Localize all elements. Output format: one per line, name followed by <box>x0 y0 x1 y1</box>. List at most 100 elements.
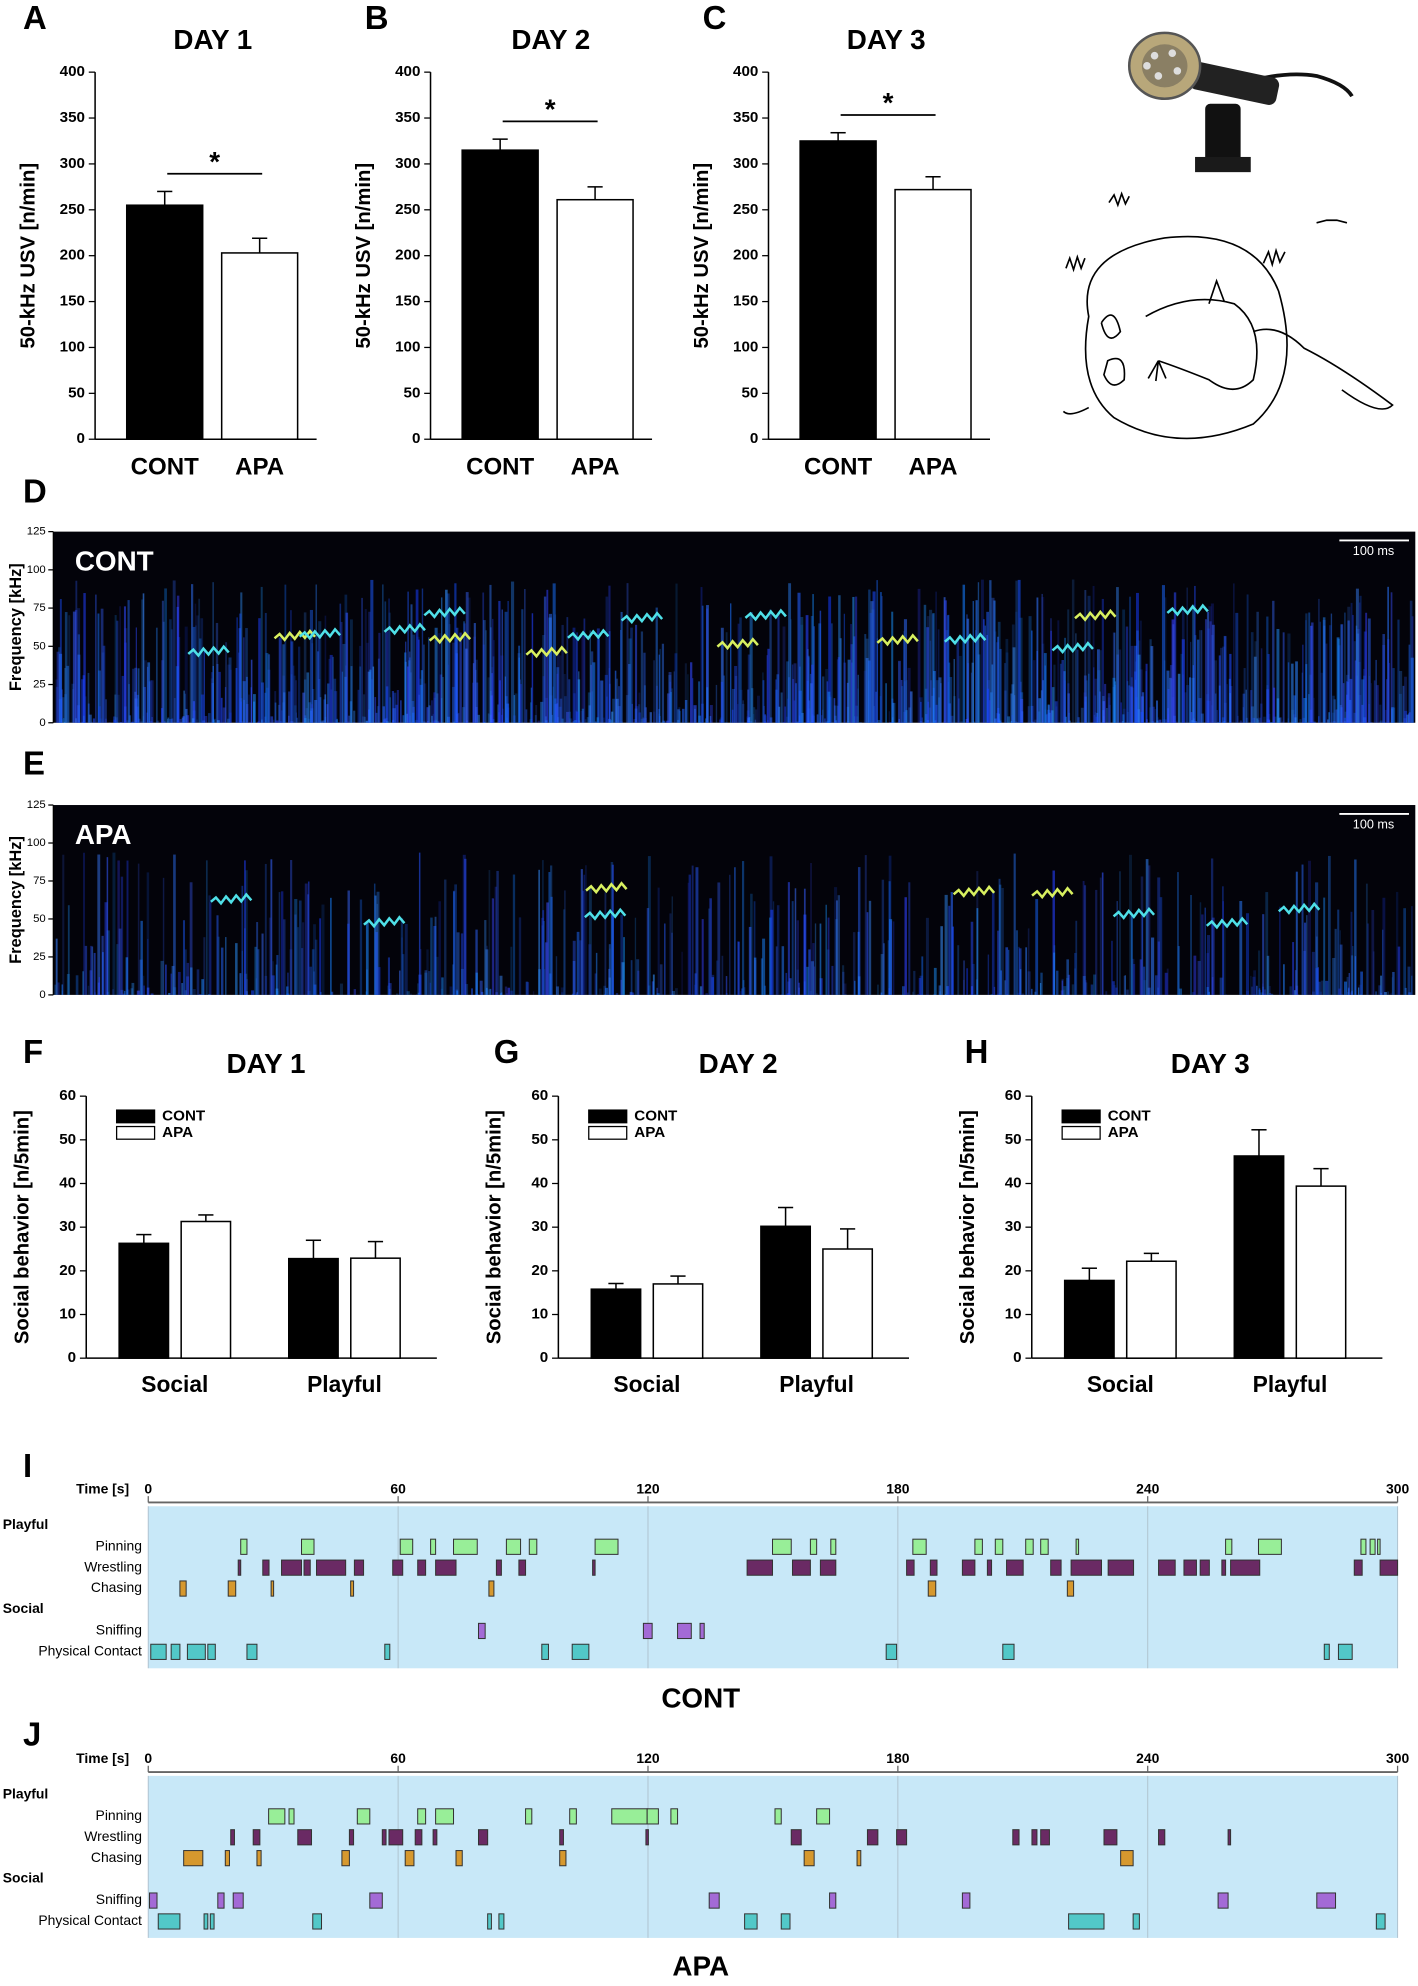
noise <box>1265 892 1269 995</box>
noise <box>558 706 562 723</box>
noise <box>812 943 815 995</box>
noise <box>661 643 665 723</box>
noise <box>747 654 751 723</box>
noise <box>1256 985 1258 995</box>
noise <box>901 686 904 723</box>
noise <box>1293 695 1297 723</box>
noise <box>1032 660 1036 723</box>
noise <box>280 721 282 723</box>
x-tick-label: APA <box>235 454 284 481</box>
y-axis-label: Social behavior [n/5min] <box>11 1110 33 1344</box>
noise <box>857 867 861 995</box>
noise <box>1229 693 1231 723</box>
behavior-event <box>1225 1538 1233 1555</box>
noise <box>807 655 810 723</box>
noise <box>572 961 576 995</box>
noise <box>559 698 563 723</box>
noise <box>167 718 169 723</box>
noise <box>147 662 151 723</box>
noise <box>97 982 100 995</box>
noise <box>123 606 126 723</box>
noise <box>288 691 291 723</box>
noise <box>83 593 86 723</box>
noise <box>643 652 646 723</box>
significance-label: * <box>883 87 894 118</box>
noise <box>1193 955 1197 995</box>
noise <box>151 717 154 723</box>
noise <box>498 680 501 723</box>
noise <box>485 949 489 995</box>
noise <box>324 615 327 723</box>
noise <box>1350 911 1353 995</box>
noise <box>671 896 673 995</box>
noise <box>794 683 797 723</box>
bar <box>125 204 204 440</box>
noise <box>475 659 478 723</box>
noise <box>304 715 307 723</box>
y-tick-label: 50 <box>741 384 758 401</box>
behavior-event <box>771 1538 792 1555</box>
noise <box>1301 672 1304 723</box>
noise <box>825 720 829 723</box>
noise <box>475 972 478 995</box>
behavior-event <box>803 1850 815 1867</box>
behavior-event <box>268 1808 286 1825</box>
noise <box>1334 709 1337 723</box>
noise <box>905 680 908 723</box>
noise <box>87 703 90 723</box>
noise <box>738 640 742 723</box>
noise <box>472 682 475 723</box>
noise <box>792 678 795 723</box>
behavior-event <box>417 1559 427 1576</box>
noise <box>435 956 439 995</box>
noise <box>1095 721 1098 723</box>
microphone-illustration <box>1127 31 1354 173</box>
noise <box>1075 920 1078 995</box>
behavior-event <box>381 1829 387 1846</box>
noise <box>1323 897 1326 995</box>
noise <box>1254 641 1257 723</box>
behavior-event <box>594 1538 619 1555</box>
noise <box>764 714 767 723</box>
noise <box>460 933 464 995</box>
noise <box>563 673 566 723</box>
noise <box>1163 660 1166 723</box>
noise <box>674 653 678 723</box>
behavior-event <box>186 1643 206 1660</box>
noise <box>718 719 722 723</box>
bar <box>1063 1279 1115 1359</box>
noise <box>903 635 905 723</box>
noise <box>561 718 564 723</box>
noise <box>917 588 921 723</box>
noise <box>630 627 633 723</box>
noise <box>1312 991 1316 995</box>
noise <box>1065 716 1067 723</box>
noise <box>904 897 907 995</box>
noise <box>149 720 153 723</box>
noise <box>1121 721 1124 723</box>
noise <box>441 977 444 995</box>
y-tick-label: 25 <box>33 951 46 963</box>
noise <box>575 638 578 723</box>
noise <box>1281 721 1284 723</box>
noise <box>388 988 391 995</box>
noise <box>928 609 933 723</box>
noise <box>235 943 238 995</box>
noise <box>1017 946 1021 995</box>
noise <box>549 973 552 995</box>
noise <box>1375 991 1378 995</box>
behavior-event <box>986 1559 993 1576</box>
noise <box>456 932 460 995</box>
noise <box>1351 946 1354 995</box>
noise <box>1210 858 1214 995</box>
behavior-event <box>1337 1643 1353 1660</box>
noise <box>662 720 665 723</box>
noise <box>1347 620 1350 723</box>
noise <box>504 611 508 723</box>
noise <box>598 988 602 995</box>
noise <box>1074 633 1077 723</box>
noise <box>261 719 263 723</box>
noise <box>721 639 723 723</box>
noise <box>743 987 746 995</box>
